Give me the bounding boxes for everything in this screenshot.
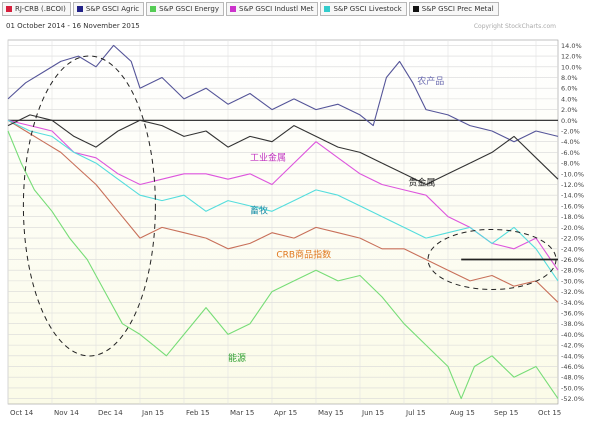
x-tick-label: Oct 15 [538, 409, 561, 417]
y-tick-label: -38.0% [561, 320, 584, 328]
x-tick-label: Nov 14 [54, 409, 79, 417]
y-tick-label: 10.0% [561, 63, 582, 71]
legend-label: RJ-CRB (.BCOI) [15, 5, 66, 13]
annotation-label: CRB商品指数 [276, 248, 331, 260]
legend-swatch [6, 6, 12, 12]
y-tick-label: -4.0% [561, 138, 580, 146]
x-tick-label: Jul 15 [405, 409, 426, 417]
y-tick-label: -18.0% [561, 213, 584, 221]
y-tick-label: -40.0% [561, 331, 584, 339]
y-tick-label: -6.0% [561, 149, 580, 157]
y-tick-label: -20.0% [561, 224, 584, 232]
y-tick-label: 12.0% [561, 53, 582, 61]
y-tick-label: -8.0% [561, 160, 580, 168]
y-tick-label: -10.0% [561, 170, 584, 178]
x-tick-label: Jan 15 [141, 409, 164, 417]
date-range: 01 October 2014 - 16 November 2015 [6, 22, 140, 30]
y-tick-label: -26.0% [561, 256, 584, 264]
x-tick-label: Mar 15 [230, 409, 254, 417]
x-tick-label: Dec 14 [98, 409, 123, 417]
legend-swatch [412, 6, 419, 12]
y-tick-label: 6.0% [561, 85, 578, 93]
y-tick-label: -48.0% [561, 374, 584, 382]
annotation-label: 能源 [228, 352, 246, 364]
annotation-label: 畜牧 [250, 204, 268, 216]
legend-item: S&P GSCI Livestock [320, 2, 407, 16]
legend-label: S&P GSCI Prec Metal [421, 5, 494, 13]
y-tick-label: -2.0% [561, 128, 580, 136]
series-line-1 [7, 44, 559, 143]
series-line-0 [7, 119, 559, 303]
legend-item: S&P GSCI Prec Metal [408, 2, 499, 16]
x-tick-label: Feb 15 [186, 409, 210, 417]
x-tick-label: Jun 15 [361, 409, 384, 417]
legend-swatch [150, 6, 157, 12]
y-tick-label: -22.0% [561, 235, 584, 243]
y-tick-label: 8.0% [561, 74, 578, 82]
legend: RJ-CRB (.BCOI) S&P GSCI Agric S&P GSCI Ene… [2, 2, 562, 16]
y-tick-label: -42.0% [561, 342, 584, 350]
y-tick-label: -46.0% [561, 363, 584, 371]
series-line-2 [7, 130, 559, 400]
annotation-label: 农产品 [417, 75, 444, 87]
series-line-5 [7, 114, 559, 186]
y-tick-label: -30.0% [561, 277, 584, 285]
y-tick-label: -50.0% [561, 384, 584, 392]
legend-label: S&P GSCI Livestock [333, 5, 402, 13]
x-tick-label: Oct 14 [10, 409, 34, 417]
y-tick-label: -24.0% [561, 245, 584, 253]
legend-item: S&P GSCI Agric [72, 2, 145, 16]
y-tick-label: -36.0% [561, 310, 584, 318]
y-tick-label: -12.0% [561, 181, 584, 189]
x-tick-label: Sep 15 [494, 409, 518, 417]
y-tick-label: 2.0% [561, 106, 578, 114]
y-tick-label: 14.0% [561, 42, 582, 50]
legend-item: S&P GSCI Energy [146, 2, 225, 16]
highlight-ellipse-left [22, 55, 156, 357]
legend-swatch [76, 6, 83, 12]
copyright: Copyright StockCharts.com [473, 23, 556, 30]
y-tick-label: -44.0% [561, 352, 584, 360]
legend-item: S&P GSCI Industl Met [226, 2, 319, 16]
legend-swatch [324, 6, 331, 12]
x-tick-label: Aug 15 [450, 409, 475, 417]
y-tick-label: -16.0% [561, 202, 584, 210]
y-tick-label: -34.0% [561, 299, 584, 307]
x-tick-label: May 15 [318, 409, 344, 417]
series-line-4 [7, 119, 559, 282]
legend-label: S&P GSCI Agric [85, 5, 140, 13]
legend-swatch [230, 6, 237, 12]
x-tick-label: Apr 15 [274, 409, 297, 417]
y-tick-label: -14.0% [561, 192, 584, 200]
y-tick-label: 0.0% [561, 117, 578, 125]
y-tick-label: -52.0% [561, 395, 584, 403]
annotation-label: 工业金属 [250, 151, 286, 163]
annotation-label: 贵金属 [408, 177, 435, 189]
y-tick-label: -32.0% [561, 288, 584, 296]
legend-label: S&P GSCI Energy [159, 5, 220, 13]
series-line-3 [7, 119, 559, 271]
legend-label: S&P GSCI Industl Met [239, 5, 314, 13]
legend-item: RJ-CRB (.BCOI) [2, 2, 71, 16]
plot-area [7, 39, 559, 405]
y-tick-label: 4.0% [561, 95, 578, 103]
y-tick-label: -28.0% [561, 267, 584, 275]
